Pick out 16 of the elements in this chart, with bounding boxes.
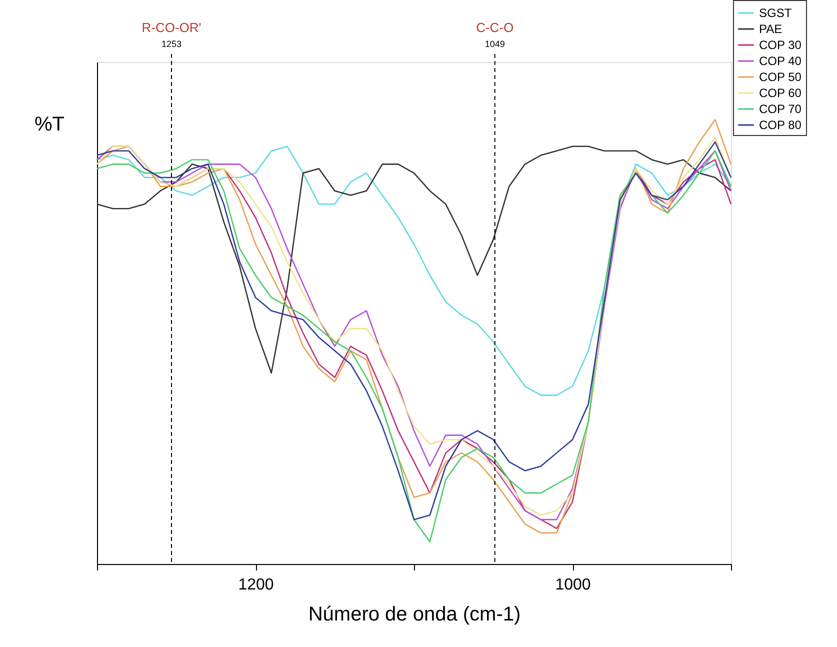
x-tick-label: 1000	[555, 576, 591, 594]
legend-label: PAE	[759, 22, 782, 36]
ref-line-label: C-C-O	[476, 20, 514, 35]
x-tick-label: 1200	[238, 576, 274, 594]
text: 1253	[161, 39, 182, 49]
legend-label: SGST	[759, 6, 792, 20]
legend-label: COP 40	[759, 54, 802, 68]
text: 1049	[484, 39, 505, 49]
legend-label: COP 30	[759, 38, 802, 52]
legend-label: COP 70	[759, 102, 802, 116]
legend-label: COP 80	[759, 118, 802, 132]
legend-label: COP 60	[759, 86, 802, 100]
legend-label: COP 50	[759, 70, 802, 84]
x-axis-title: Número de onda (cm-1)	[308, 604, 521, 626]
ref-line-label: R-CO-OR'	[142, 20, 202, 35]
y-axis-title: %T	[34, 114, 64, 136]
